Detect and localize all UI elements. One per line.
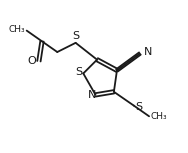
Text: S: S: [135, 102, 143, 112]
Text: N: N: [88, 90, 96, 100]
Text: O: O: [27, 56, 36, 66]
Text: CH₃: CH₃: [8, 25, 25, 34]
Text: S: S: [75, 67, 82, 77]
Text: S: S: [72, 31, 79, 41]
Text: CH₃: CH₃: [151, 112, 167, 121]
Text: N: N: [144, 47, 152, 57]
